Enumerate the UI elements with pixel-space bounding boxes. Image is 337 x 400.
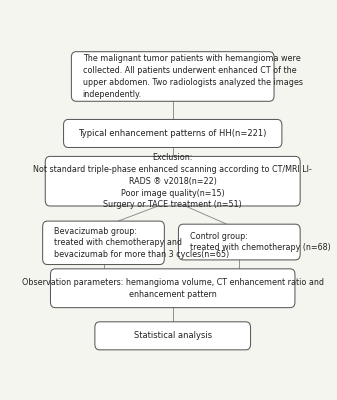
- Text: The malignant tumor patients with hemangioma were
collected. All patients underw: The malignant tumor patients with hemang…: [83, 54, 303, 99]
- Text: Bevacizumab group:
treated with chemotherapy and
bevacizumab for more than 3 cyc: Bevacizumab group: treated with chemothe…: [54, 226, 229, 259]
- FancyBboxPatch shape: [95, 322, 250, 350]
- FancyBboxPatch shape: [43, 221, 164, 264]
- FancyBboxPatch shape: [45, 156, 300, 206]
- FancyBboxPatch shape: [71, 52, 274, 101]
- Text: Typical enhancement patterns of HH(n=221): Typical enhancement patterns of HH(n=221…: [79, 129, 267, 138]
- FancyBboxPatch shape: [179, 224, 300, 260]
- Text: Observation parameters: hemangioma volume, CT enhancement ratio and
enhancement : Observation parameters: hemangioma volum…: [22, 278, 324, 299]
- Text: Statistical analysis: Statistical analysis: [134, 331, 212, 340]
- FancyBboxPatch shape: [51, 269, 295, 308]
- FancyBboxPatch shape: [64, 120, 282, 148]
- Text: Control group:
treated with chemotherapy (n=68): Control group: treated with chemotherapy…: [190, 232, 331, 252]
- Text: Exclusion:
Not standard triple-phase enhanced scanning according to CT/MRI LI-
R: Exclusion: Not standard triple-phase enh…: [33, 153, 312, 209]
